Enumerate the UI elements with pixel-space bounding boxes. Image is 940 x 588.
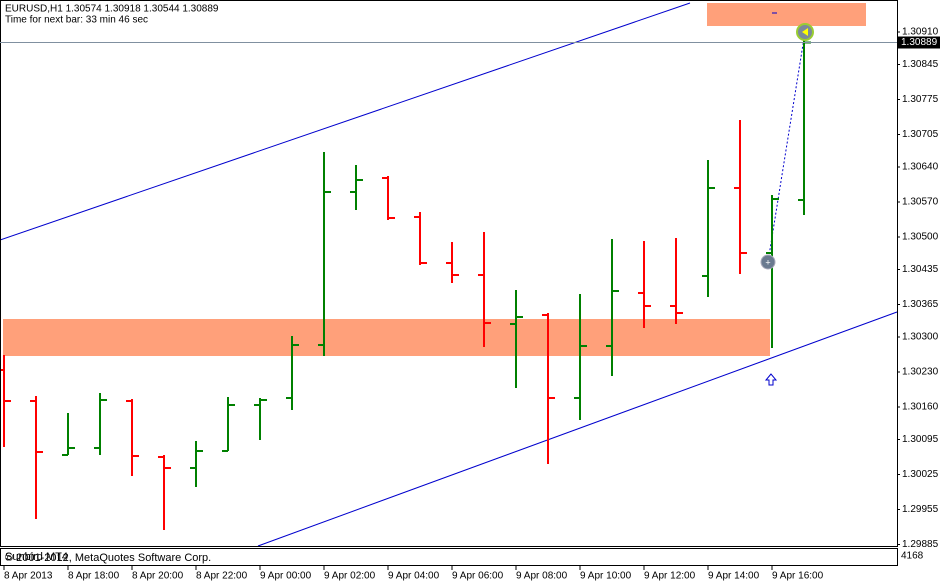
y-tick-label: 1.30025 <box>902 469 939 480</box>
x-tick-label: 9 Apr 08:00 <box>516 571 568 582</box>
y-tick-label: 1.30570 <box>902 197 939 208</box>
plot-frame <box>0 0 898 547</box>
y-tick-label: 1.29955 <box>902 504 939 515</box>
trade-marker-icon <box>802 28 808 36</box>
chart-title: EURUSD,H1 1.30574 1.30918 1.30544 1.3088… <box>5 4 219 15</box>
y-tick-label: 1.30705 <box>902 129 939 140</box>
trade-marker <box>760 254 776 270</box>
x-tick-label: 9 Apr 12:00 <box>644 571 696 582</box>
current-price-label: 1.30889 <box>901 37 938 48</box>
footer-copyright: © 2001-2012, MetaQuotes Software Corp. <box>5 552 211 564</box>
arrow-mark <box>764 373 778 386</box>
x-tick-label: 9 Apr 02:00 <box>324 571 376 582</box>
y-tick-label: 1.30230 <box>902 367 939 378</box>
channel-line <box>257 311 898 547</box>
bars <box>0 28 811 530</box>
trade-line <box>767 31 806 263</box>
x-tick-label: 9 Apr 10:00 <box>580 571 632 582</box>
x-tick-label: 9 Apr 16:00 <box>772 571 824 582</box>
x-tick-label: 9 Apr 04:00 <box>388 571 440 582</box>
zone-rect <box>3 319 770 356</box>
zone-rect <box>707 3 866 26</box>
x-tick-label: 9 Apr 14:00 <box>708 571 760 582</box>
volume-frame <box>0 548 898 566</box>
y-tick-label: 1.30365 <box>902 299 939 310</box>
y-tick-label: 1.30640 <box>902 162 939 173</box>
x-tick-label: 8 Apr 18:00 <box>68 571 120 582</box>
y-tick-label: 1.30435 <box>902 264 939 275</box>
y-tick-label: 1.30500 <box>902 232 939 243</box>
chart-subtitle: Time for next bar: 33 min 46 sec <box>5 15 148 26</box>
y-tick-label: 1.30775 <box>902 94 939 105</box>
y-tick-label: 1.30300 <box>902 332 939 343</box>
y-tick-label: 1.30910 <box>902 27 939 38</box>
y-tick-label: 1.30845 <box>902 59 939 70</box>
current-price-box <box>898 36 940 49</box>
x-tick-label: 8 Apr 22:00 <box>196 571 248 582</box>
volume-label: 4168 <box>901 551 924 562</box>
x-tick-label: 8 Apr 20:00 <box>132 571 184 582</box>
trade-marker-icon: + <box>765 257 770 267</box>
x-tick-label: 9 Apr 06:00 <box>452 571 504 582</box>
y-tick-label: 1.30160 <box>902 402 939 413</box>
x-tick-label: 9 Apr 00:00 <box>260 571 312 582</box>
y-tick-label: 1.29885 <box>902 539 939 550</box>
footer-name: Sunbird MT4 <box>5 551 68 563</box>
x-tick-label: 8 Apr 2013 <box>4 571 53 582</box>
y-tick-label: 1.30095 <box>902 434 939 445</box>
